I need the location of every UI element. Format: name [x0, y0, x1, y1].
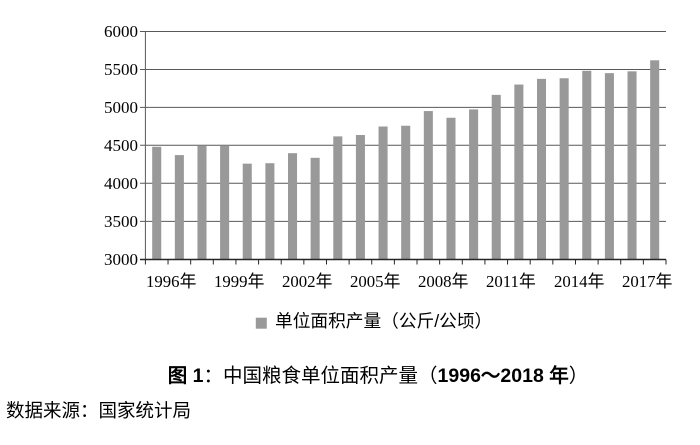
svg-text:数据来源：国家统计局: 数据来源：国家统计局	[6, 400, 191, 421]
svg-text:2008年: 2008年	[418, 272, 468, 291]
svg-text:2011年: 2011年	[486, 272, 536, 291]
svg-text:2002年: 2002年	[282, 272, 332, 291]
svg-text:3500: 3500	[104, 212, 138, 231]
svg-text:2014年: 2014年	[554, 272, 604, 291]
svg-text:4000: 4000	[104, 174, 138, 193]
svg-text:5000: 5000	[104, 98, 138, 117]
svg-text:单位面积产量（公斤/公顷）: 单位面积产量（公斤/公顷）	[275, 311, 492, 331]
svg-text:4500: 4500	[104, 136, 138, 155]
svg-text:5500: 5500	[104, 60, 138, 79]
svg-text:1996年: 1996年	[146, 272, 196, 291]
svg-text:3000: 3000	[104, 250, 138, 269]
svg-text:2005年: 2005年	[350, 272, 400, 291]
svg-text:6000: 6000	[104, 22, 138, 41]
svg-text:1999年: 1999年	[214, 272, 264, 291]
svg-text:图 1：中国粮食单位面积产量（1996～2018 年）: 图 1：中国粮食单位面积产量（1996～2018 年）	[168, 364, 588, 387]
svg-text:2017年: 2017年	[622, 272, 672, 291]
